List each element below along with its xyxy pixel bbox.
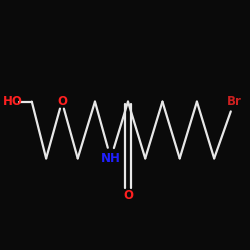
Text: HO: HO: [3, 95, 23, 108]
Text: O: O: [57, 95, 67, 108]
Text: NH: NH: [101, 152, 121, 165]
Text: O: O: [123, 189, 133, 202]
Text: Br: Br: [227, 95, 242, 108]
